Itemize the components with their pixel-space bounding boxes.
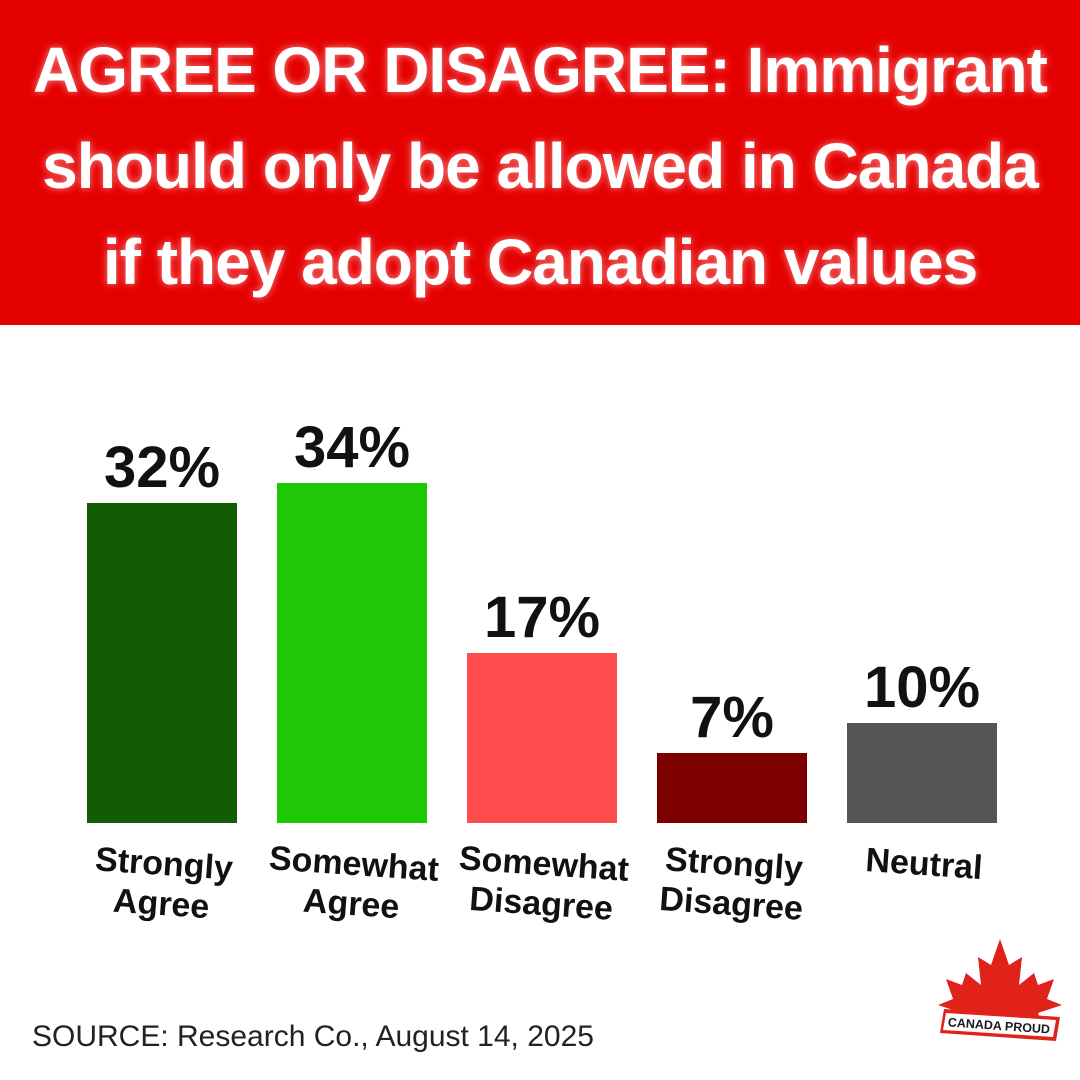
canada-proud-logo: CANADA PROUD bbox=[938, 939, 1062, 1041]
title-banner: AGREE OR DISAGREE: Immigrant should only… bbox=[0, 0, 1080, 325]
chart-title: AGREE OR DISAGREE: Immigrant should only… bbox=[0, 22, 1080, 310]
category-label-2-line-1: Disagree bbox=[468, 880, 614, 928]
title-line-2: should only be allowed in Canada bbox=[42, 130, 1039, 202]
bar-0 bbox=[87, 503, 237, 823]
bar-1 bbox=[277, 483, 427, 823]
maple-leaf-icon bbox=[938, 939, 1062, 1033]
source-note: SOURCE: Research Co., August 14, 2025 bbox=[32, 1020, 594, 1053]
category-label-1-line-1: Agree bbox=[302, 882, 401, 927]
value-label-0: 32% bbox=[104, 435, 220, 500]
value-label-2: 17% bbox=[484, 585, 600, 650]
category-label-1-line-0: Somewhat bbox=[268, 839, 440, 889]
bar-chart: 32%StronglyAgree34%SomewhatAgree17%Somew… bbox=[87, 415, 997, 928]
bar-2 bbox=[467, 653, 617, 823]
category-label-3-line-1: Disagree bbox=[658, 880, 804, 928]
value-label-3: 7% bbox=[690, 685, 774, 750]
bar-4 bbox=[847, 723, 997, 823]
category-label-0-line-1: Agree bbox=[112, 882, 211, 927]
value-label-1: 34% bbox=[294, 415, 410, 480]
category-label-4-line-0: Neutral bbox=[864, 841, 984, 887]
category-label-4: Neutral bbox=[864, 841, 984, 887]
title-line-3: if they adopt Canadian values bbox=[102, 226, 978, 298]
logo-banner: CANADA PROUD bbox=[940, 1009, 1060, 1041]
value-label-4: 10% bbox=[864, 655, 980, 720]
title-line-1: AGREE OR DISAGREE: Immigrant bbox=[33, 34, 1048, 106]
bar-3 bbox=[657, 753, 807, 823]
